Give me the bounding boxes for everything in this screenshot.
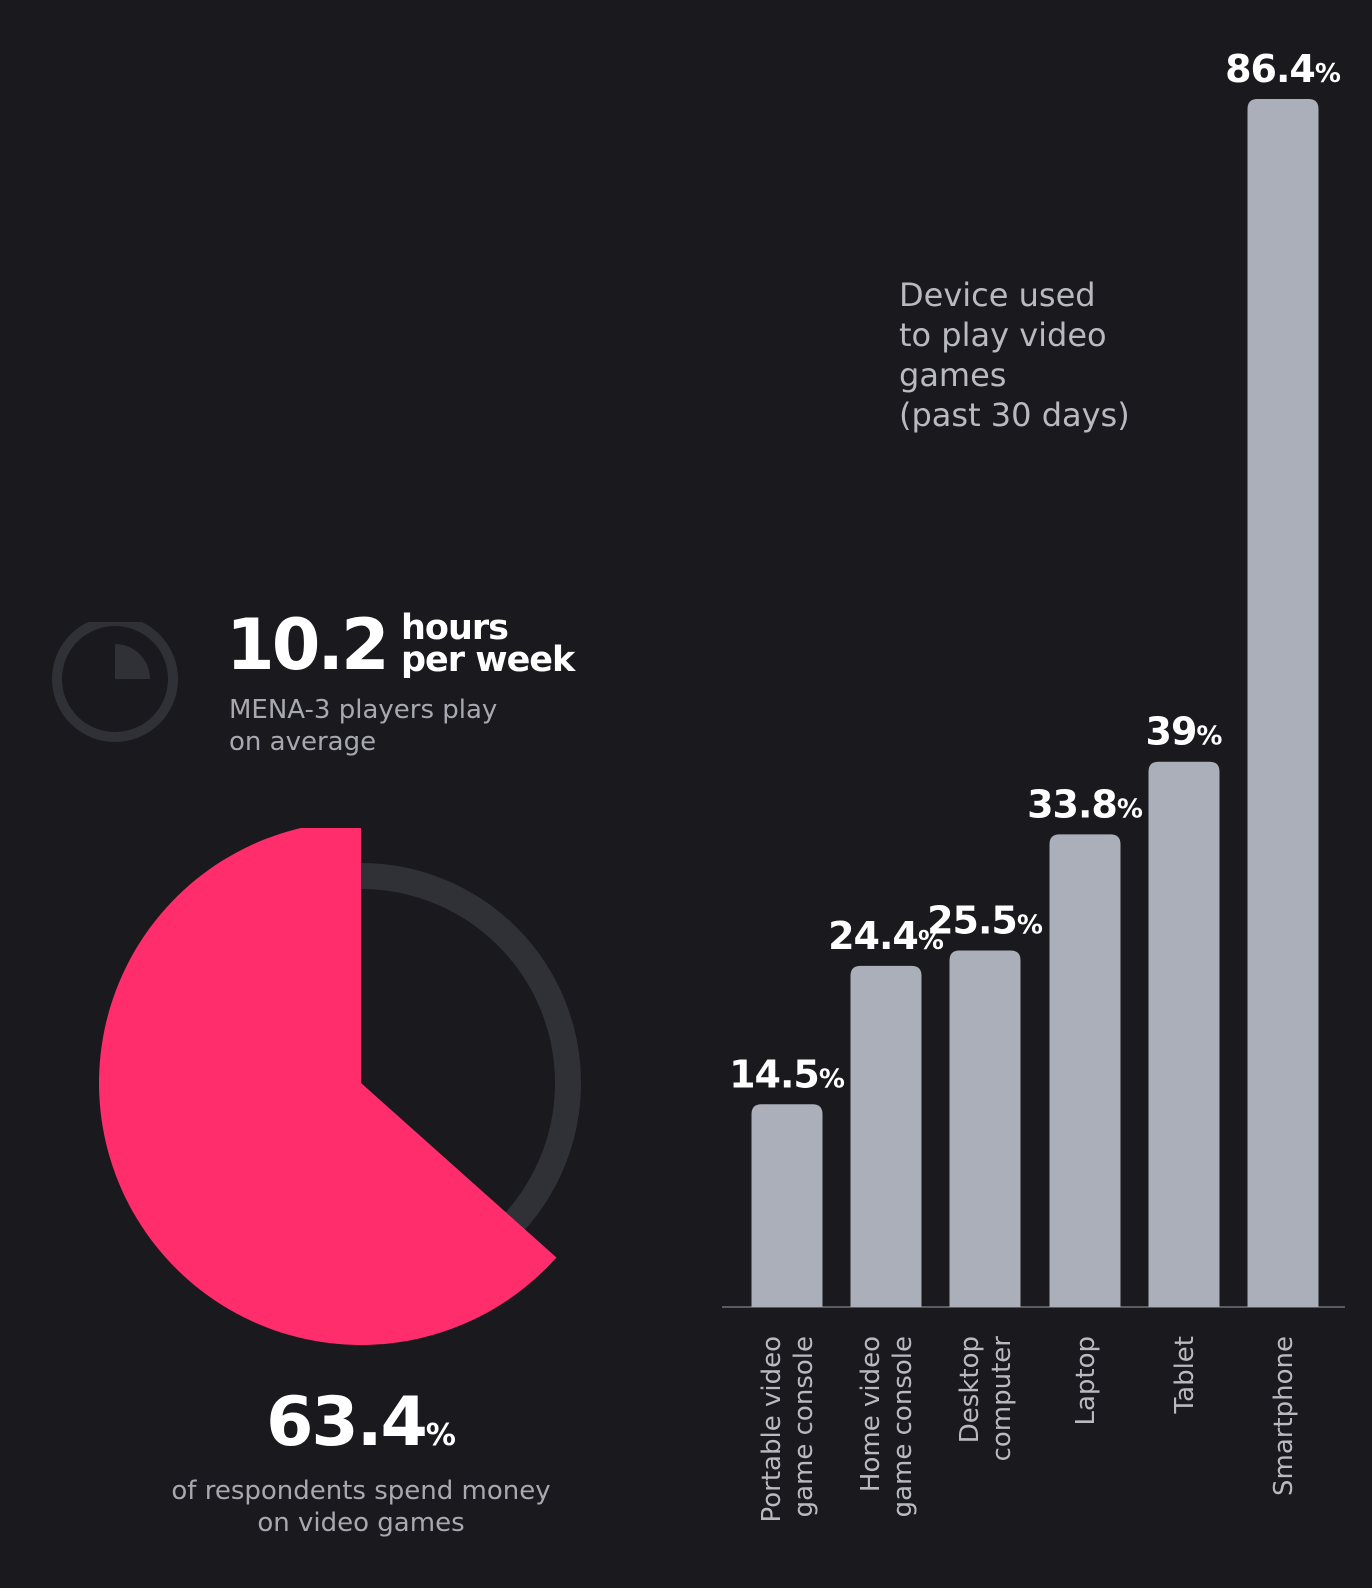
clock-wedge <box>115 644 150 679</box>
bar-value-label-1: 24.4% <box>828 914 944 958</box>
bar-value-label-5: 86.4% <box>1225 47 1341 91</box>
category-label-2: Desktopcomputer <box>955 1336 1017 1462</box>
spend-pie-chart <box>99 828 581 1345</box>
category-label-3: Laptop <box>1071 1336 1101 1426</box>
chart-title-line1: Device used <box>899 276 1096 314</box>
clock-ring <box>52 622 178 742</box>
hours-desc-line2: on average <box>229 727 377 757</box>
hours-desc-line1: MENA-3 players play <box>229 695 498 725</box>
spend-value-pct: % <box>425 1418 456 1453</box>
chart-title-line2: to play video <box>899 316 1107 354</box>
spend-caption-line1: of respondents spend money <box>171 1476 551 1506</box>
category-label-4: Tablet <box>1170 1336 1200 1414</box>
chart-title-line4: (past 30 days) <box>899 396 1130 434</box>
bar-0 <box>751 1104 823 1307</box>
bar-2 <box>949 950 1021 1307</box>
category-label-0: Portable videogame console <box>757 1336 819 1522</box>
hours-value: 10.2 <box>226 604 390 686</box>
category-label-1: Home videogame console <box>856 1336 918 1517</box>
hours-unit-line1: hours <box>401 608 509 648</box>
category-label-5: Smartphone <box>1269 1336 1299 1496</box>
bar-3 <box>1049 834 1121 1307</box>
spend-caption: of respondents spend money on video game… <box>0 1475 722 1539</box>
bar-value-label-4: 39% <box>1146 710 1223 754</box>
hours-unit-line2: per week <box>401 640 575 680</box>
spend-caption-line2: on video games <box>257 1508 465 1538</box>
spend-value: 63.4% <box>0 1389 722 1457</box>
bar-4 <box>1148 761 1220 1307</box>
chart-title: Device used to play video games (past 30… <box>899 275 1130 435</box>
bar-value-label-0: 14.5% <box>729 1052 845 1096</box>
bar-value-label-2: 25.5% <box>927 898 1043 942</box>
bar-1 <box>850 965 922 1307</box>
spend-value-number: 63.4 <box>266 1383 428 1462</box>
clock-icon <box>52 622 178 742</box>
chart-title-line3: games <box>899 356 1007 394</box>
bar-value-label-3: 33.8% <box>1027 782 1143 826</box>
hours-description: MENA-3 players play on average <box>229 694 497 758</box>
pie-slice-spend <box>99 828 557 1345</box>
bar-5 <box>1247 99 1319 1307</box>
